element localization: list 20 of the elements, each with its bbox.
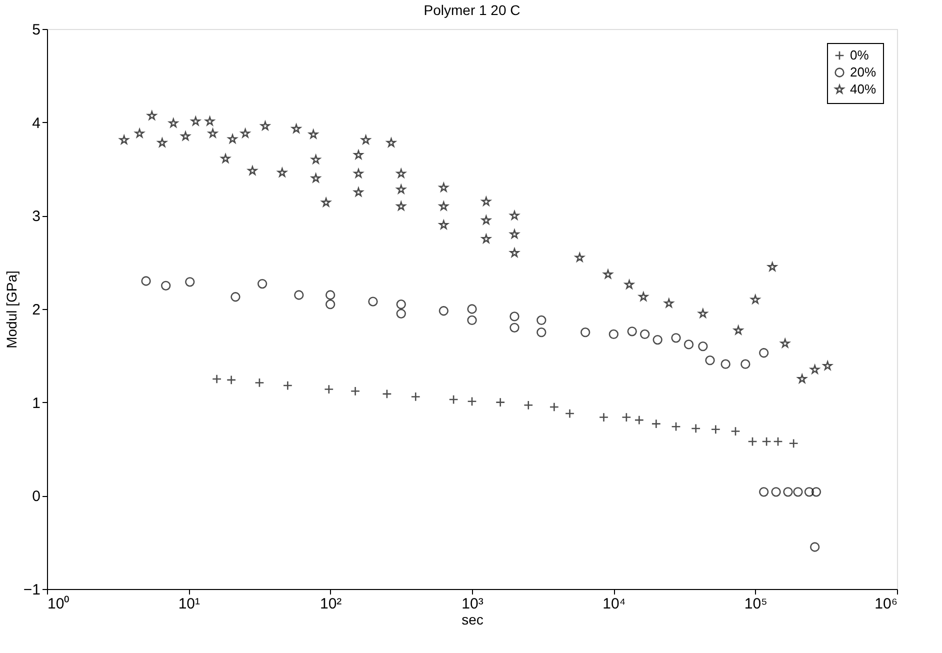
y-tick-label: −1: [23, 582, 40, 598]
x-tick-label: 10²: [320, 596, 342, 612]
y-axis-title: Modul [GPa]: [3, 270, 20, 348]
chart-title: Polymer 1 20 C: [424, 2, 520, 18]
y-tick-label: 5: [32, 22, 40, 38]
legend-label: 20%: [850, 64, 876, 80]
x-tick-label: 10⁴: [602, 596, 626, 612]
y-tick-label: 0: [32, 488, 40, 506]
x-tick-label: 10³: [462, 596, 484, 612]
x-tick-label: 10¹: [178, 596, 200, 612]
x-tick-label: 10⁰: [48, 596, 70, 612]
y-tick-label: 2: [32, 302, 40, 318]
y-tick-label: 1: [32, 394, 40, 412]
legend-label: 40%: [850, 82, 876, 96]
x-tick-label: 10⁵: [744, 596, 768, 612]
y-tick-label: 3: [32, 208, 40, 226]
y-tick-label: 4: [32, 114, 40, 132]
x-axis-title: sec: [462, 612, 484, 628]
x-tick-label: 10⁶: [874, 596, 898, 612]
legend-label: 0%: [850, 48, 870, 62]
